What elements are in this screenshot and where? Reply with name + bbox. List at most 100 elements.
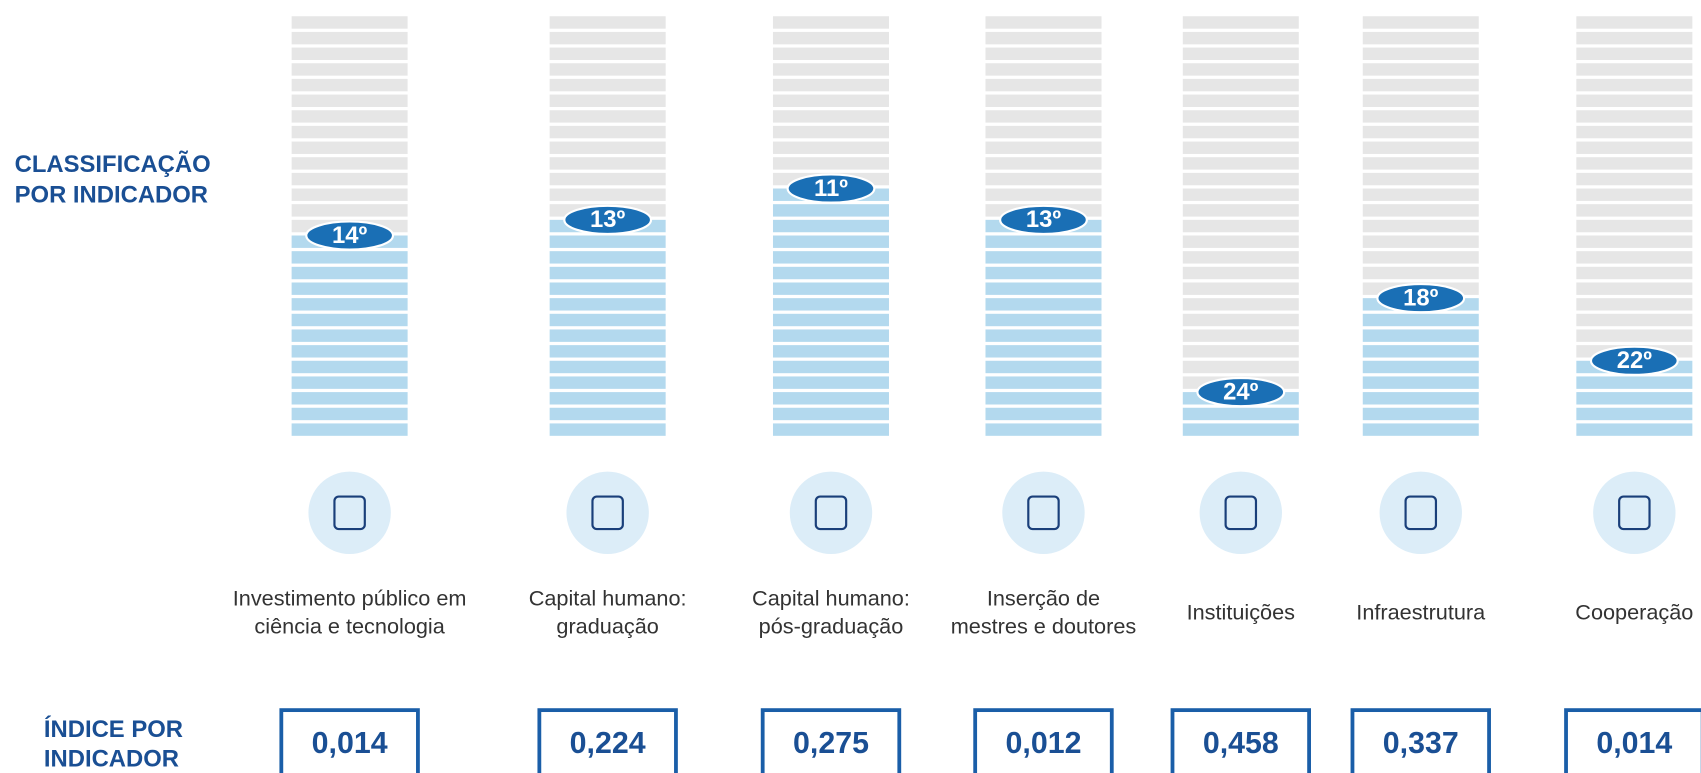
bar-stripe <box>1576 125 1693 139</box>
bar <box>1182 16 1299 436</box>
rank-label: 11º <box>814 175 848 202</box>
bar-stripe <box>549 157 666 170</box>
bar-stripe <box>549 47 666 60</box>
index-heading: INDICADOR <box>44 745 179 772</box>
bar-stripe <box>549 376 666 389</box>
bar-stripe <box>772 423 889 436</box>
bar-stripe <box>549 188 666 201</box>
bar-stripe <box>549 423 666 436</box>
bar-stripe <box>772 282 889 295</box>
icon-glyph <box>591 495 624 531</box>
bar-stripe <box>1362 219 1479 233</box>
category-label: Instituições <box>1187 599 1296 624</box>
bar-stripe <box>985 47 1102 60</box>
bar-stripe <box>549 407 666 421</box>
index-box <box>1170 708 1311 773</box>
icon-glyph <box>1404 495 1438 531</box>
bar-stripe <box>772 407 889 421</box>
bar-stripe <box>291 251 408 264</box>
bar-stripe <box>772 141 889 154</box>
index-value: 0,458 <box>1203 727 1279 760</box>
bar-stripe <box>772 78 889 92</box>
bar-stripe <box>985 110 1102 123</box>
bar-stripe <box>549 110 666 123</box>
bar-stripe <box>1182 329 1299 342</box>
bar-stripe <box>291 345 408 358</box>
rank-heading: POR INDICADOR <box>15 182 208 209</box>
bar-stripe <box>549 266 666 280</box>
bar-stripe <box>291 407 408 421</box>
bar-stripe <box>985 251 1102 264</box>
rank-label: 24º <box>1223 378 1259 405</box>
bar-stripe <box>1576 266 1693 280</box>
bar-stripe <box>1576 423 1693 436</box>
bar-stripe <box>772 251 889 264</box>
bar-stripe <box>291 204 408 217</box>
bar-stripe <box>1576 251 1693 264</box>
index-value: 0,275 <box>793 727 869 760</box>
category-label: graduação <box>556 613 658 638</box>
bar-stripe <box>1576 329 1693 342</box>
bar-stripe <box>1576 47 1693 60</box>
bar-stripe <box>772 16 889 29</box>
bar-stripe <box>549 31 666 45</box>
bar-stripe <box>549 172 666 186</box>
bar-stripe <box>1182 407 1299 421</box>
bar-stripe <box>985 392 1102 405</box>
bar-stripe <box>291 423 408 436</box>
indicator-icon <box>308 471 391 555</box>
index-value: 0,014 <box>312 727 388 760</box>
bar-stripe <box>772 204 889 217</box>
bar-stripe <box>1362 16 1479 29</box>
bar-stripe <box>1362 345 1479 358</box>
bar-stripe <box>549 298 666 311</box>
bar-stripe <box>1576 376 1693 389</box>
bar-stripe <box>1362 235 1479 248</box>
bar-stripe <box>291 282 408 295</box>
index-box <box>279 708 420 773</box>
indicator-icon <box>1002 471 1085 555</box>
rank-badge <box>999 204 1088 236</box>
bar-stripe <box>1182 219 1299 233</box>
bar-stripe <box>772 110 889 123</box>
index-value: 0,014 <box>1596 727 1672 760</box>
category-label: Capital humano: <box>529 585 687 610</box>
bar-stripe <box>291 78 408 92</box>
index-box <box>1564 708 1701 773</box>
bar-stripe <box>1362 172 1479 186</box>
bar-stripe <box>549 313 666 327</box>
icon-glyph <box>814 495 848 531</box>
index-box <box>537 708 678 773</box>
bar-stripe <box>291 172 408 186</box>
bar-stripe <box>291 392 408 405</box>
bar-stripe <box>985 31 1102 45</box>
bar <box>1576 16 1693 436</box>
indicator-icon <box>1593 471 1676 555</box>
bar-stripe <box>291 141 408 154</box>
bar-stripe <box>772 345 889 358</box>
bar-stripe <box>1182 157 1299 170</box>
bar-stripe <box>1362 125 1479 139</box>
bar-stripe <box>1362 204 1479 217</box>
bar-stripe <box>549 16 666 29</box>
bar-stripe <box>291 376 408 389</box>
indicator-icon <box>1199 471 1282 555</box>
index-box <box>1350 708 1491 773</box>
bar-stripe <box>1576 94 1693 107</box>
rank-label: 13º <box>1026 206 1062 233</box>
bar-stripe <box>985 157 1102 170</box>
bar-stripe <box>985 423 1102 436</box>
bar-stripe <box>1362 313 1479 327</box>
bar-stripe <box>1182 94 1299 107</box>
bar-stripe <box>549 235 666 248</box>
bar-stripe <box>1576 219 1693 233</box>
bar-stripe <box>985 16 1102 29</box>
bar-stripe <box>1576 204 1693 217</box>
bar-stripe <box>985 376 1102 389</box>
bar-stripe <box>985 313 1102 327</box>
category-label: mestres e doutores <box>951 613 1137 638</box>
bar-stripe <box>1576 63 1693 76</box>
index-value: 0,224 <box>570 727 646 760</box>
bar-stripe <box>1182 423 1299 436</box>
category-label: ciência e tecnologia <box>254 613 445 638</box>
